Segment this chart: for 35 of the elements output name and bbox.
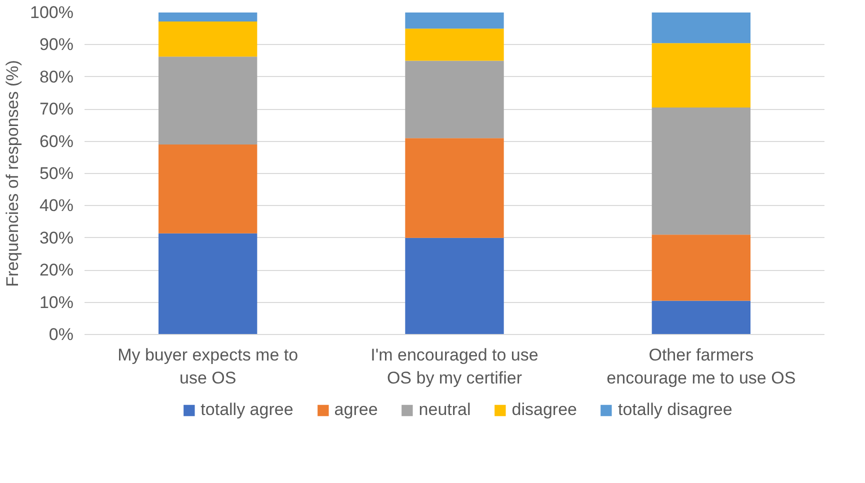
legend-label: totally disagree <box>618 400 732 420</box>
legend-label: totally agree <box>200 400 294 420</box>
legend-label: neutral <box>418 400 471 420</box>
y-tick-label: 40% <box>39 196 74 216</box>
x-tick-label: My buyer expects me to use OS <box>118 346 298 388</box>
bar <box>405 12 504 29</box>
bar <box>652 12 750 44</box>
y-tick-label: 20% <box>39 260 74 280</box>
y-tick-label: 80% <box>39 67 74 86</box>
y-tick-label: 60% <box>39 132 74 151</box>
bar <box>158 22 258 57</box>
bar <box>158 12 258 22</box>
y-tick-label: 10% <box>39 292 74 312</box>
y-tick-label: 70% <box>39 100 74 119</box>
y-tick-label: 50% <box>39 164 74 183</box>
bar <box>652 300 750 334</box>
y-tick-label: 0% <box>48 325 74 344</box>
bar <box>405 138 504 238</box>
bar <box>405 28 504 61</box>
y-tick-label: 30% <box>39 228 74 248</box>
bar <box>652 107 750 235</box>
legend-label: agree <box>334 400 378 420</box>
x-tick-label: Other farmers encourage me to use OS <box>606 346 796 388</box>
bar <box>405 238 504 334</box>
y-tick-label: 90% <box>39 35 74 54</box>
bar <box>652 43 750 108</box>
y-axis-title: Frequencies of responses (%) <box>3 60 22 287</box>
bar <box>158 144 258 234</box>
bar <box>652 234 750 301</box>
x-tick-label: I'm encouraged to use OS by my certifier <box>370 346 538 388</box>
bar <box>158 56 258 145</box>
bar <box>405 60 504 138</box>
legend-label: disagree <box>512 400 577 420</box>
bar <box>158 233 258 334</box>
y-tick-label: 100% <box>30 3 74 22</box>
